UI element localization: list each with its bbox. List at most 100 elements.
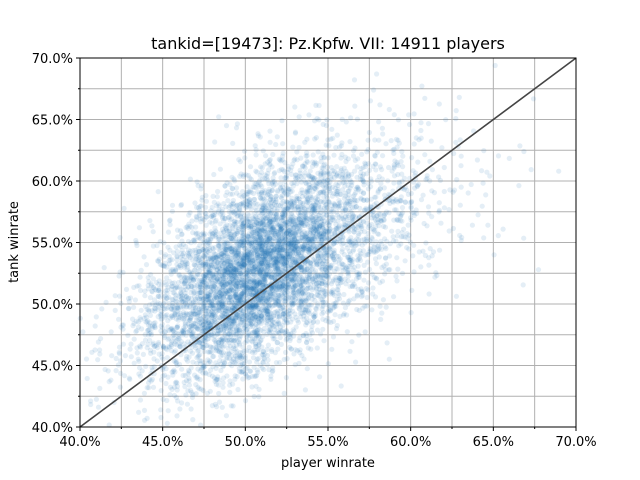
data-point xyxy=(195,318,201,325)
data-point xyxy=(353,204,359,210)
data-point xyxy=(253,340,259,346)
data-point xyxy=(216,317,222,323)
data-point xyxy=(240,283,246,289)
data-point xyxy=(283,349,289,355)
data-point xyxy=(258,169,264,175)
data-point xyxy=(281,189,288,195)
data-point xyxy=(125,306,131,312)
data-point xyxy=(408,205,414,211)
data-point xyxy=(223,311,230,317)
data-point xyxy=(202,271,208,277)
data-point xyxy=(364,197,370,203)
data-point xyxy=(208,367,214,373)
data-point xyxy=(323,228,329,234)
data-point xyxy=(240,354,246,360)
data-point xyxy=(210,193,216,199)
data-point xyxy=(146,307,152,313)
data-point xyxy=(136,409,142,415)
data-point xyxy=(277,334,283,341)
data-point xyxy=(140,351,146,357)
data-point xyxy=(201,303,207,309)
data-point xyxy=(379,241,385,247)
data-point xyxy=(351,229,357,235)
data-point xyxy=(211,353,217,359)
data-point xyxy=(306,249,312,255)
data-point xyxy=(147,218,153,224)
data-point xyxy=(312,205,318,211)
data-point xyxy=(321,272,327,278)
data-point xyxy=(271,269,277,275)
data-point xyxy=(312,298,318,304)
data-point xyxy=(283,266,289,272)
data-point xyxy=(330,334,337,340)
data-point xyxy=(297,264,304,270)
data-point xyxy=(309,236,315,242)
data-point xyxy=(163,345,169,351)
data-point xyxy=(211,306,217,312)
data-point xyxy=(260,308,266,314)
data-point xyxy=(272,263,278,270)
data-point xyxy=(343,264,349,270)
data-point xyxy=(219,292,225,298)
data-point xyxy=(216,305,222,311)
data-point xyxy=(333,191,339,197)
data-point xyxy=(162,333,168,339)
data-point xyxy=(331,256,337,262)
data-point xyxy=(393,207,399,213)
data-point xyxy=(289,180,295,186)
data-point xyxy=(251,328,257,334)
data-point xyxy=(230,305,236,311)
data-point xyxy=(92,323,98,329)
data-point xyxy=(334,322,340,329)
data-point xyxy=(258,225,264,231)
data-point xyxy=(304,234,310,240)
data-point xyxy=(280,293,286,299)
data-point xyxy=(432,274,438,280)
data-point xyxy=(276,238,282,244)
data-point xyxy=(436,101,442,107)
data-point xyxy=(224,180,230,186)
data-point xyxy=(411,179,417,185)
data-point xyxy=(286,228,292,234)
data-point xyxy=(201,327,207,333)
data-point xyxy=(277,292,283,299)
data-point xyxy=(256,270,262,276)
data-point xyxy=(227,389,233,395)
data-point xyxy=(358,169,364,176)
data-point xyxy=(318,230,325,237)
data-point xyxy=(310,177,316,183)
data-point xyxy=(399,205,406,211)
data-point xyxy=(199,248,205,254)
data-point xyxy=(239,242,245,248)
data-point xyxy=(310,152,316,158)
data-point xyxy=(263,262,270,268)
data-point xyxy=(212,139,218,145)
data-point xyxy=(457,202,463,208)
data-point xyxy=(465,190,471,196)
data-point xyxy=(227,272,233,278)
data-point xyxy=(271,179,278,185)
data-point xyxy=(255,223,261,230)
data-point xyxy=(367,238,373,244)
data-point xyxy=(416,249,422,255)
data-point xyxy=(369,215,375,221)
data-point xyxy=(232,305,238,311)
data-point xyxy=(336,180,343,186)
data-point xyxy=(279,211,285,217)
data-point xyxy=(323,245,329,251)
data-point xyxy=(221,293,227,299)
data-point xyxy=(314,224,320,230)
data-point xyxy=(301,313,307,319)
data-point xyxy=(352,103,358,109)
data-point xyxy=(112,293,118,299)
data-point xyxy=(262,248,268,254)
data-point xyxy=(205,292,211,299)
data-point xyxy=(137,274,143,280)
data-point xyxy=(230,318,236,324)
data-point xyxy=(295,258,301,264)
data-point xyxy=(313,268,319,274)
data-point xyxy=(311,175,317,181)
data-point xyxy=(233,274,239,281)
data-point xyxy=(205,249,211,255)
data-point xyxy=(240,200,246,206)
